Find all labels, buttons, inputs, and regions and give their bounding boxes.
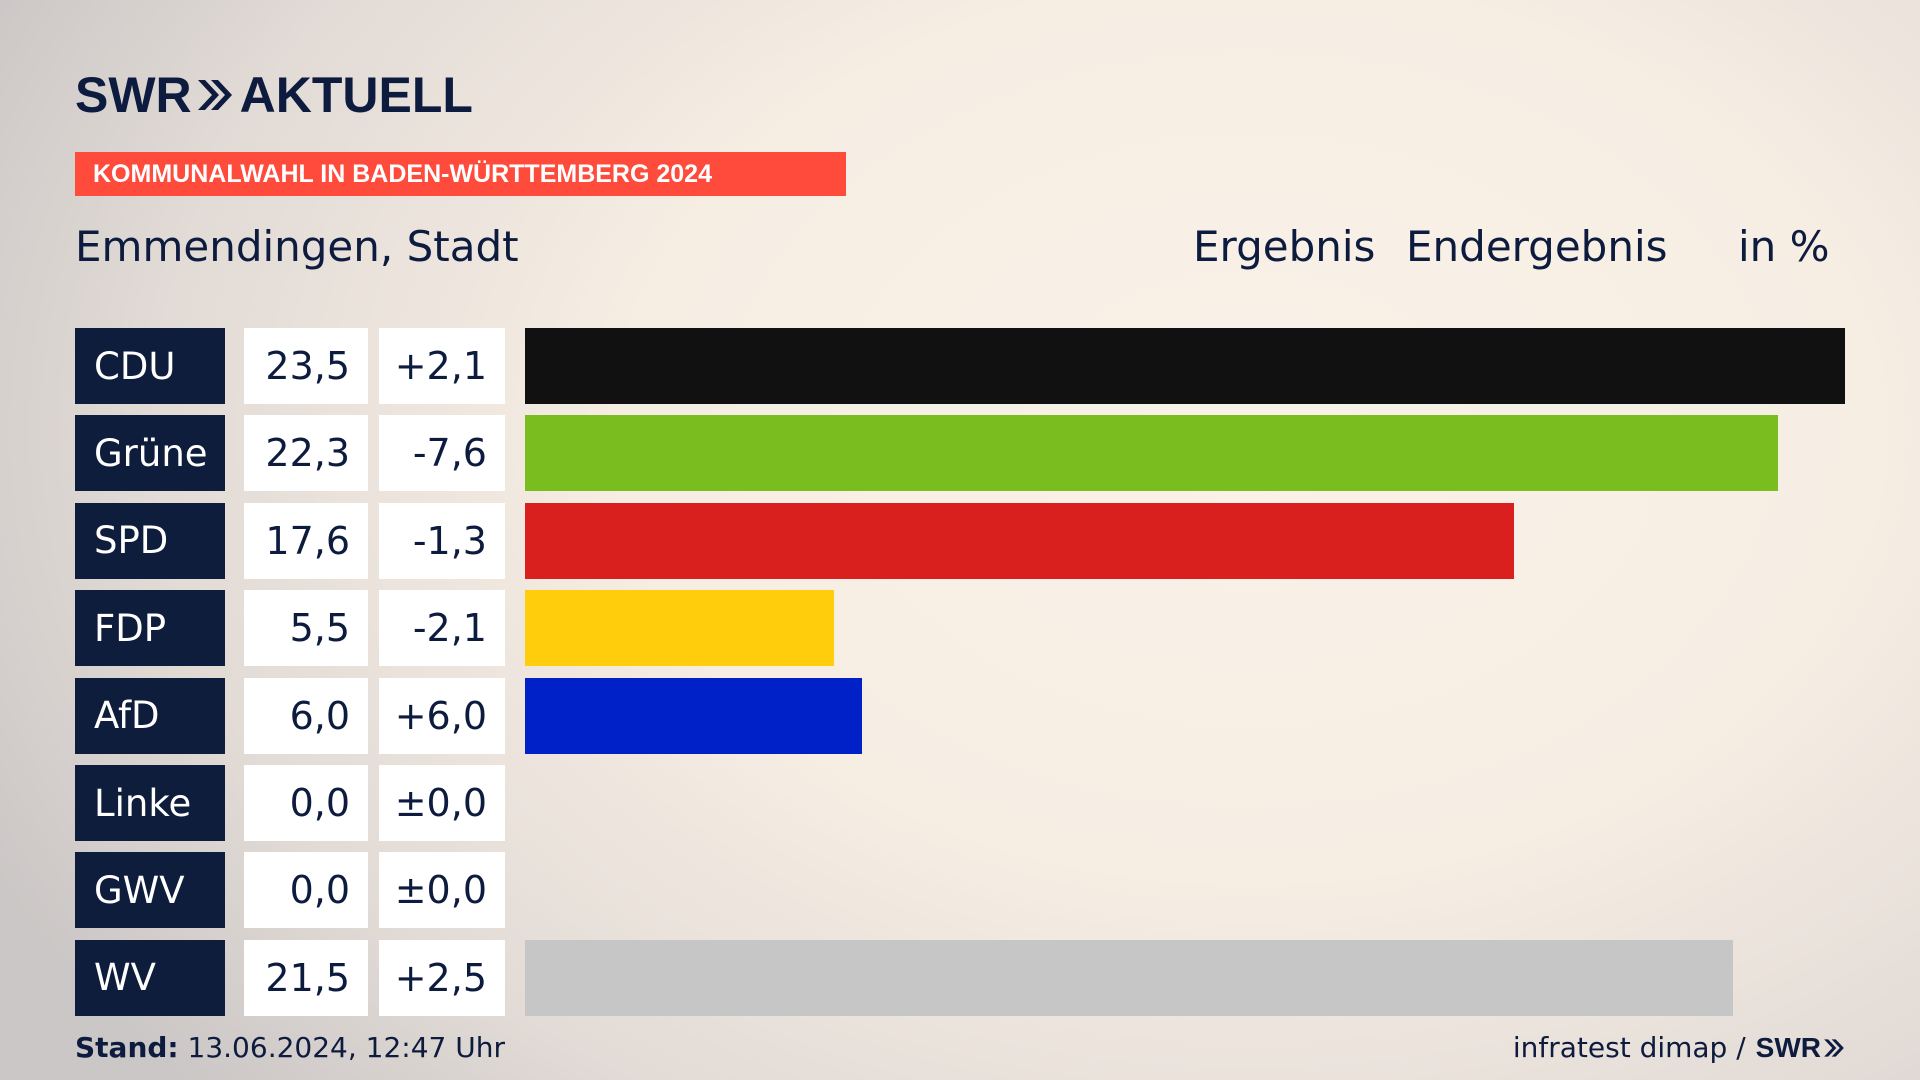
- header-endergebnis: Endergebnis: [1406, 222, 1668, 271]
- result-bar: [525, 415, 1778, 492]
- party-label: FDP: [75, 590, 225, 667]
- header-ergebnis: Ergebnis: [1193, 222, 1376, 271]
- brand-name: SWR: [75, 67, 192, 123]
- vote-share-value: 17,6: [244, 502, 368, 579]
- party-label: Grüne: [75, 415, 225, 492]
- result-row: FDP 5,5 -2,1: [0, 590, 1920, 667]
- source-credit: infratest dimap / SWR: [1513, 1031, 1845, 1064]
- party-label: Linke: [75, 765, 225, 841]
- vote-change-value: -2,1: [379, 590, 505, 667]
- vote-change-value: ±0,0: [379, 765, 505, 841]
- stand-value: 13.06.2024, 12:47 Uhr: [187, 1031, 505, 1064]
- vote-share-value: 6,0: [244, 677, 368, 754]
- double-chevron-icon: [196, 66, 234, 124]
- result-row: SPD 17,6 -1,3: [0, 502, 1920, 579]
- party-label: AfD: [75, 677, 225, 754]
- election-banner: KOMMUNALWAHL IN BADEN-WÜRTTEMBERG 2024: [75, 152, 846, 196]
- swr-small-logo: SWR: [1756, 1032, 1845, 1064]
- source-brand: SWR: [1755, 1031, 1821, 1063]
- result-row: Linke 0,0 ±0,0: [0, 765, 1920, 841]
- vote-share-value: 22,3: [244, 415, 368, 492]
- swr-aktuell-logo: SWR AKTUELL: [75, 66, 473, 124]
- region-title: Emmendingen, Stadt: [75, 222, 519, 271]
- vote-share-value: 21,5: [244, 939, 368, 1016]
- result-bar: [525, 677, 863, 754]
- brand-product: AKTUELL: [239, 67, 473, 123]
- vote-share-value: 23,5: [244, 328, 368, 404]
- vote-change-value: ±0,0: [379, 852, 505, 929]
- result-row: AfD 6,0 +6,0: [0, 677, 1920, 754]
- vote-change-value: +2,1: [379, 328, 505, 404]
- stand-label: Stand:: [75, 1031, 179, 1064]
- source-text: infratest dimap /: [1512, 1031, 1746, 1064]
- result-row: Grüne 22,3 -7,6: [0, 415, 1920, 492]
- vote-change-value: +2,5: [379, 939, 505, 1016]
- double-chevron-icon: [1824, 1038, 1844, 1057]
- vote-share-value: 0,0: [244, 852, 368, 929]
- header-unit: in %: [1738, 222, 1830, 271]
- vote-change-value: -1,3: [379, 502, 505, 579]
- party-label: WV: [75, 939, 225, 1016]
- result-row: WV 21,5 +2,5: [0, 939, 1920, 1016]
- party-label: SPD: [75, 502, 225, 579]
- party-label: GWV: [75, 852, 225, 929]
- result-bar: [525, 590, 834, 667]
- vote-share-value: 0,0: [244, 765, 368, 841]
- vote-change-value: -7,6: [379, 415, 505, 492]
- result-bar: [525, 328, 1845, 404]
- result-row: CDU 23,5 +2,1: [0, 328, 1920, 404]
- result-bar: [525, 502, 1514, 579]
- result-row: GWV 0,0 ±0,0: [0, 852, 1920, 929]
- party-label: CDU: [75, 328, 225, 404]
- vote-share-value: 5,5: [244, 590, 368, 667]
- timestamp: Stand: 13.06.2024, 12:47 Uhr: [75, 1031, 505, 1064]
- result-bar: [525, 939, 1733, 1016]
- vote-change-value: +6,0: [379, 677, 505, 754]
